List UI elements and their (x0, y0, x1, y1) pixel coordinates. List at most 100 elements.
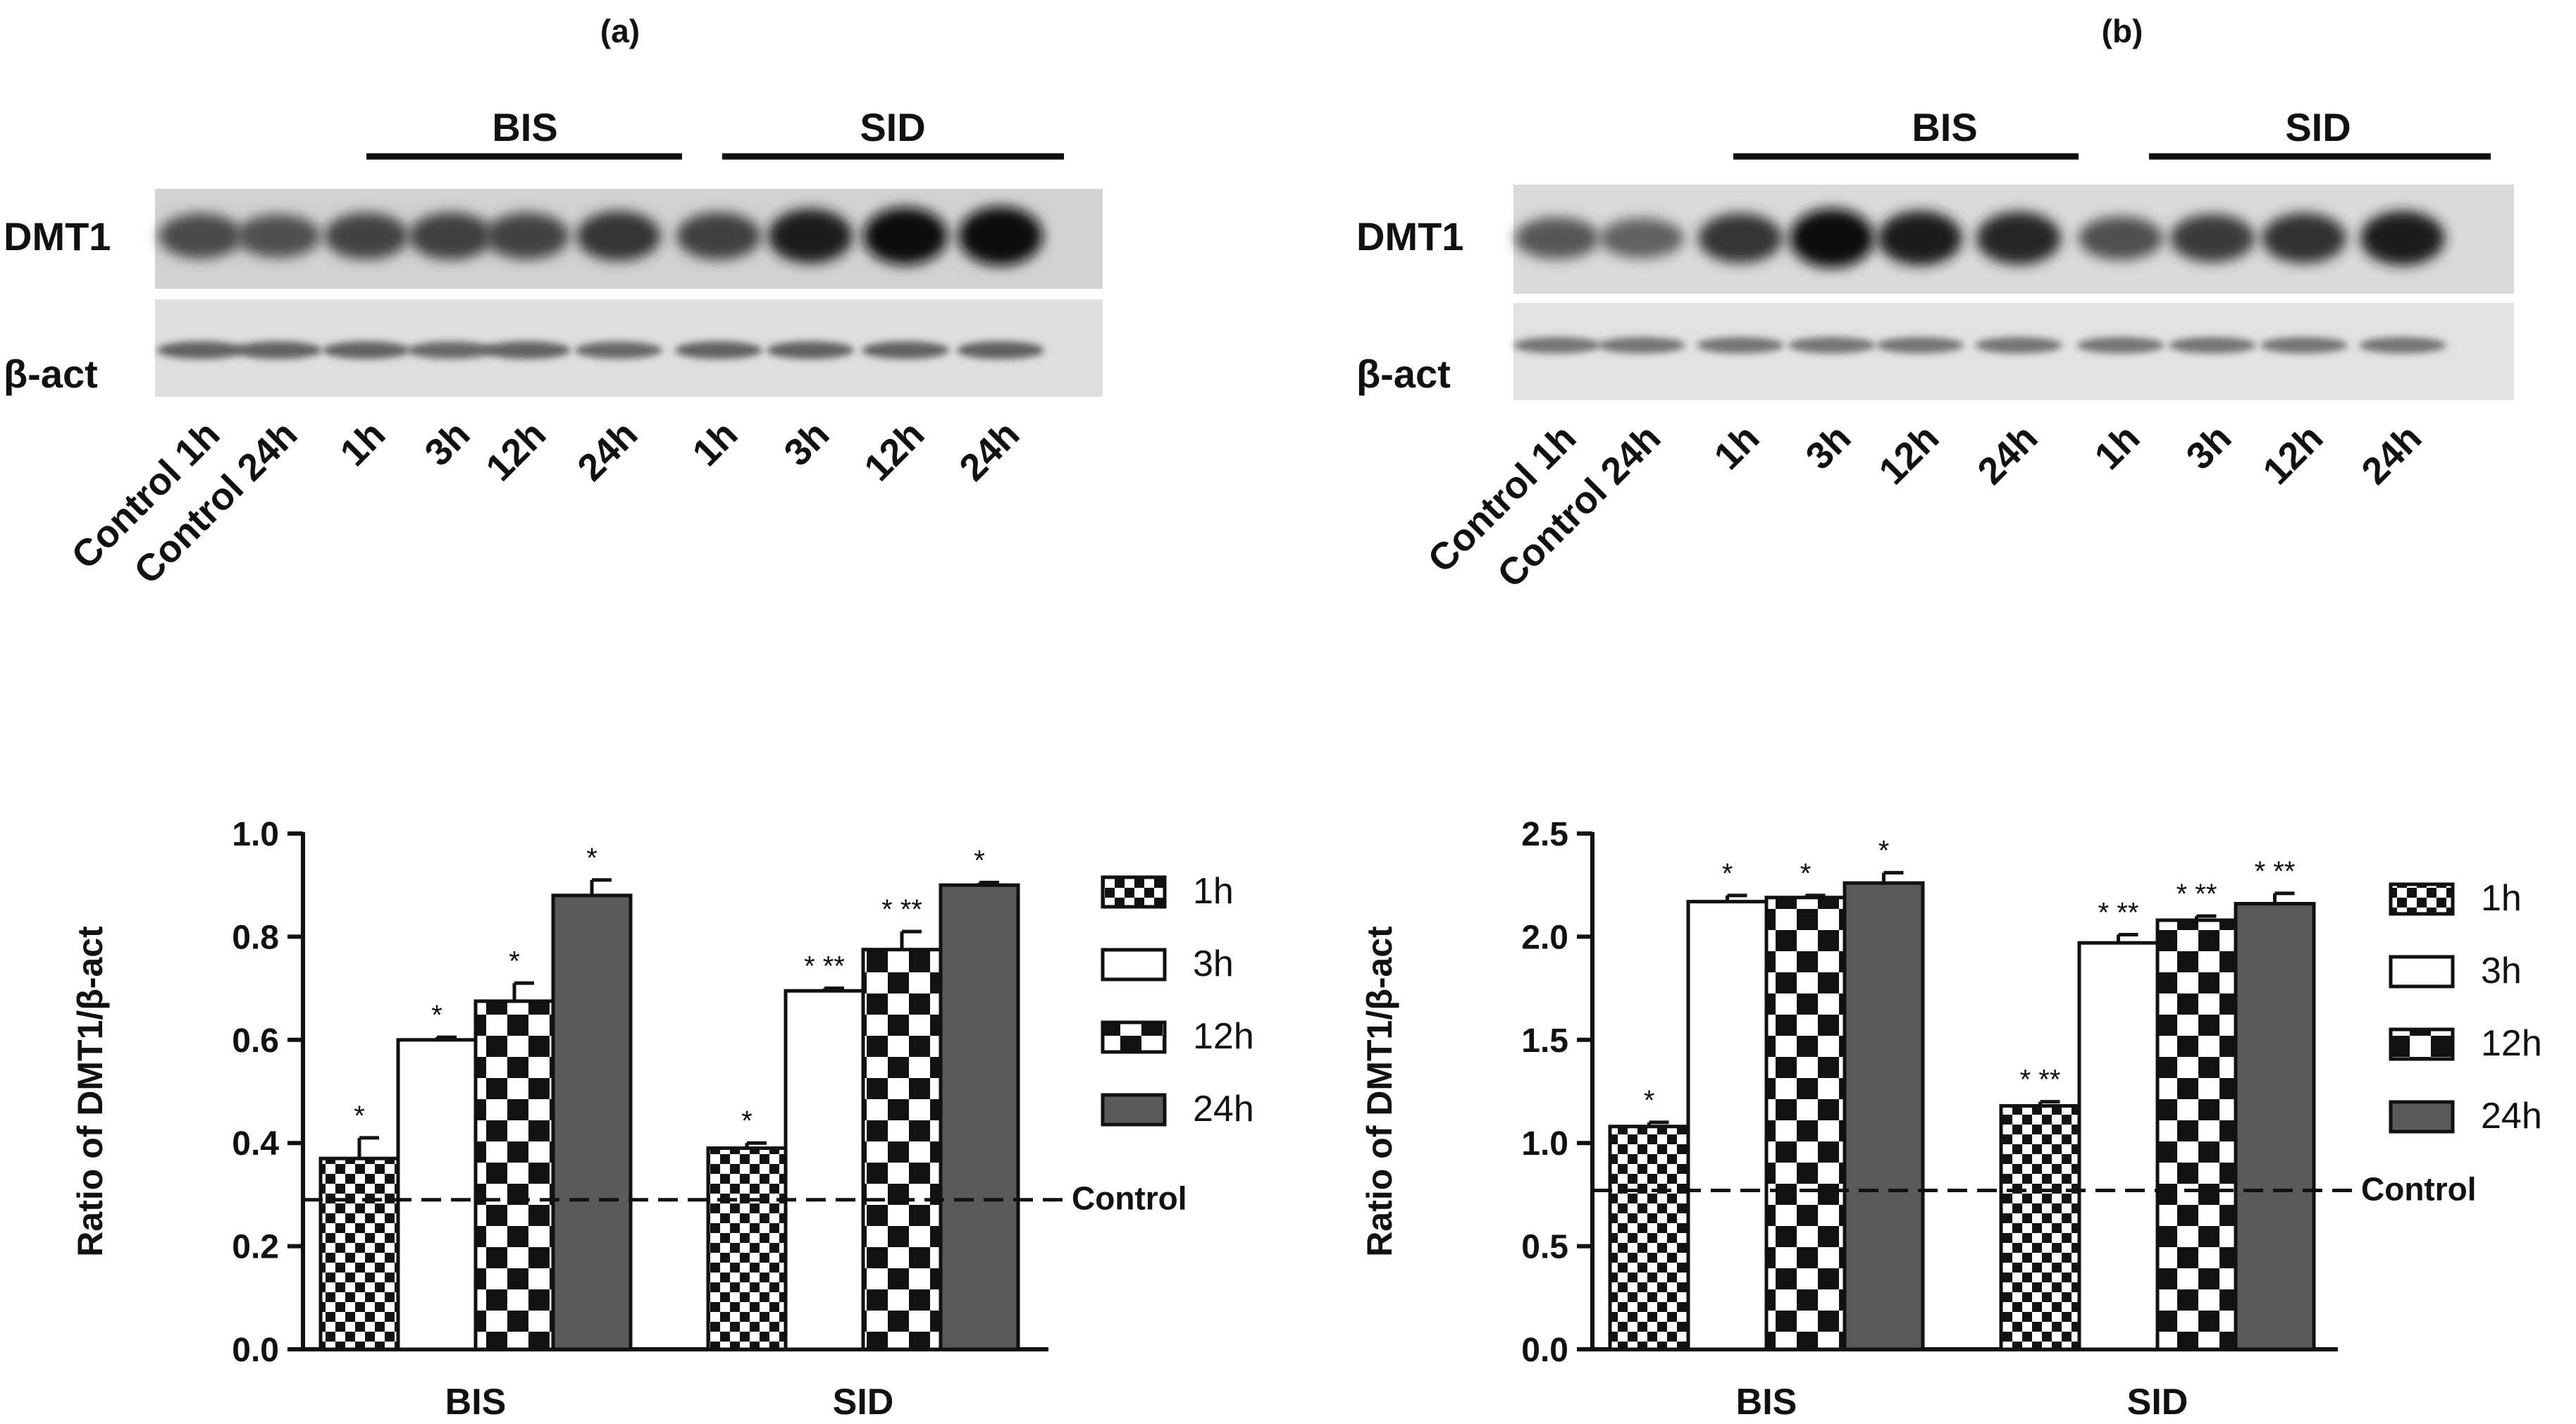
dmt1-band (236, 214, 321, 258)
bact-band (1876, 337, 1964, 354)
blot-b-bact-bands (1513, 337, 2446, 354)
bar (2155, 918, 2238, 1351)
dmt1-band (1976, 211, 2061, 265)
dmt1-band (2360, 211, 2445, 266)
bact-band (2169, 337, 2256, 354)
bact-band (483, 341, 571, 359)
legend-label: 12h (2481, 1023, 2542, 1064)
chart-b: 0.0 0.5 1.0 1.5 2.0 2.5 Ratio of DMT1/β-act * * *… (1360, 816, 2542, 1423)
significance-label: * (1878, 836, 1890, 867)
y-tick-label: 1.5 (1521, 1022, 1568, 1060)
lane-label: 3h (1797, 416, 1859, 478)
y-tick-label: 1.0 (232, 816, 279, 853)
dmt1-band (1698, 213, 1783, 264)
panel-a-blot: (a) BIS SID DMT1 β-act Control 1hControl… (4, 13, 1103, 593)
bact-band (767, 341, 854, 359)
y-tick-label: 2.0 (1521, 919, 1568, 956)
bar (1764, 896, 1847, 1351)
panel-b-blot: (b) BIS SID DMT1 β-act Control 1hControl… (1356, 13, 2514, 596)
y-axis-label: Ratio of DMT1/β-act (1360, 926, 1399, 1257)
bar (706, 1146, 788, 1351)
blot-b-group-bis: BIS (1912, 105, 1977, 149)
lane-label: 1h (332, 413, 393, 474)
blot-a-group-sid: SID (860, 105, 925, 149)
bar (861, 948, 943, 1351)
bact-band (157, 341, 244, 359)
bar (1686, 900, 1769, 1351)
legend-label: 1h (1193, 871, 1234, 912)
lane-label: 1h (1706, 416, 1767, 478)
blot-a-group-bis: BIS (492, 105, 557, 149)
significance-label: * ** (2020, 1065, 2061, 1096)
significance-label: * (1722, 858, 1733, 889)
dmt1-band (2079, 216, 2163, 260)
control-label: Control (2361, 1171, 2477, 1208)
significance-label: * ** (881, 894, 922, 925)
blot-a-bact-bands (157, 341, 1044, 359)
bact-band (1513, 337, 1601, 354)
legend-label: 12h (1193, 1016, 1254, 1057)
lane-label: 24h (569, 413, 645, 489)
lane-label: 12h (1871, 416, 1947, 493)
blot-b-row-dmt1: DMT1 (1356, 214, 1463, 259)
legend-swatch (2389, 955, 2455, 989)
bact-band (323, 341, 410, 359)
significance-label: * (974, 846, 985, 877)
y-tick-label: 0.0 (232, 1332, 279, 1369)
blot-b-row-bact: β-act (1356, 352, 1451, 396)
legend-label: 1h (2481, 878, 2522, 919)
bact-band (1697, 337, 1784, 354)
bar (2077, 941, 2160, 1351)
y-tick-label: 0.2 (232, 1229, 279, 1266)
y-tick-label: 0.6 (232, 1022, 279, 1060)
bar (396, 1038, 478, 1351)
dmt1-band (863, 207, 948, 265)
bar (939, 883, 1020, 1351)
lane-label: 24h (1969, 416, 2045, 493)
legend-swatch (1101, 875, 1167, 909)
lane-label: 3h (2178, 416, 2239, 478)
dmt1-band (676, 212, 761, 260)
significance-label: * (509, 946, 520, 977)
x-category-label: BIS (445, 1382, 507, 1423)
legend-swatch (1101, 1020, 1167, 1054)
x-category-label: SID (2127, 1382, 2188, 1423)
legend-label: 3h (1193, 943, 1234, 984)
bact-band (675, 341, 762, 359)
panel-a-label: (a) (600, 13, 640, 49)
dmt1-band (2262, 213, 2346, 264)
x-category-label: SID (833, 1382, 894, 1423)
dmt1-band (485, 212, 569, 260)
chart-a: 0.0 0.2 0.4 0.6 0.8 1.0 Ratio of DMT1/β-act * * *… (70, 816, 1254, 1423)
bact-band (1788, 337, 1876, 354)
legend-swatch (2389, 882, 2455, 916)
significance-label: * (586, 843, 597, 874)
y-tick-label: 0.8 (232, 919, 279, 956)
blot-a-row-dmt1: DMT1 (4, 214, 111, 259)
bar (2234, 902, 2316, 1351)
blot-a-row-bact: β-act (4, 352, 98, 396)
panel-b-label: (b) (2102, 13, 2143, 49)
y-axis-label: Ratio of DMT1/β-act (70, 926, 110, 1257)
lane-label: 3h (416, 413, 478, 474)
bact-band (407, 341, 495, 359)
significance-label: * ** (2176, 879, 2217, 910)
bact-band (957, 341, 1044, 359)
y-tick-label: 1.0 (1521, 1125, 1568, 1163)
lane-label: 1h (684, 413, 745, 474)
significance-label: * ** (804, 951, 845, 982)
blot-a-dmt1-bands (159, 206, 1043, 266)
bact-band (575, 341, 662, 359)
dmt1-band (768, 209, 853, 264)
legend-label: 24h (2481, 1096, 2542, 1137)
y-tick-label: 0.5 (1521, 1229, 1568, 1266)
lane-label: 24h (951, 413, 1027, 489)
bar (784, 989, 865, 1351)
significance-label: * (431, 1000, 442, 1031)
lane-label: 1h (2086, 416, 2148, 478)
lane-label: 12h (2255, 416, 2331, 493)
dmt1-band (1599, 218, 1684, 259)
y-tick-label: 0.4 (232, 1125, 279, 1163)
